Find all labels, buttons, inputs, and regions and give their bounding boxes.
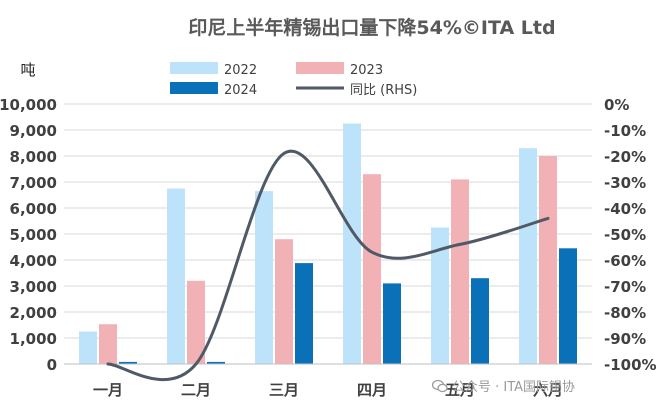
yoy-point-2 [194, 362, 198, 366]
y2-tick-label: -40% [604, 200, 646, 218]
bar-2024-3 [295, 263, 313, 364]
legend-swatch-2023 [296, 62, 344, 74]
y2-tick-label: -10% [604, 122, 646, 140]
y2-tick-label: -20% [604, 148, 646, 166]
y-tick-label: 5,000 [10, 226, 57, 244]
x-tick-label: 六月 [533, 381, 563, 399]
legend-label-2022: 2022 [224, 63, 257, 78]
legend-label-2023: 2023 [350, 63, 383, 78]
x-tick-label: 三月 [269, 381, 299, 399]
y2-tick-label: -50% [604, 226, 646, 244]
bar-2023-6 [539, 156, 557, 364]
bar-2022-3 [255, 191, 273, 364]
y2-tick-label: -70% [604, 278, 646, 296]
y2-tick-label: -60% [604, 252, 646, 270]
legend-label-yoy: 同比 (RHS) [350, 83, 417, 98]
y-tick-label: 8,000 [10, 148, 57, 166]
watermark-text: 公众号 · ITA国际锡协 [452, 380, 576, 395]
x-tick-label: 二月 [181, 381, 211, 399]
y-tick-label: 3,000 [10, 278, 57, 296]
y-tick-label: 6,000 [10, 200, 57, 218]
y2-tick-label: 0% [604, 96, 629, 114]
y2-tick-label: -100% [604, 356, 657, 374]
wechat-icon [432, 379, 448, 392]
yoy-point-3 [282, 152, 286, 155]
x-tick-label: 五月 [445, 381, 475, 399]
bar-2023-5 [451, 179, 469, 364]
chart-title: 印尼上半年精锡出口量下降54%©ITA Ltd [188, 16, 555, 39]
yoy-point-5 [458, 243, 462, 246]
y-tick-label: 1,000 [10, 330, 57, 348]
y2-tick-label: -80% [604, 304, 646, 322]
bar-2022-5 [431, 227, 449, 364]
y-tick-label: 10,000 [0, 96, 57, 114]
yoy-point-6 [546, 217, 550, 220]
y2-tick-label: -30% [604, 174, 646, 192]
bar-2022-4 [343, 123, 361, 364]
bar-2023-3 [275, 239, 293, 364]
legend-swatch-2024 [170, 82, 218, 94]
y-tick-label: 2,000 [10, 304, 57, 322]
bar-2024-6 [559, 248, 577, 364]
x-tick-label: 一月 [93, 381, 123, 399]
legend: 2022 2023 2024 同比 (RHS) [170, 62, 417, 98]
watermark: 公众号 · ITA国际锡协 [432, 376, 575, 395]
y-tick-label: 9,000 [10, 122, 57, 140]
yoy-point-4 [370, 251, 374, 254]
legend-label-2024: 2024 [224, 83, 257, 98]
bar-2022-2 [167, 188, 185, 364]
y2-tick-label: -90% [604, 330, 646, 348]
y-tick-label: 4,000 [10, 252, 57, 270]
y-axis-label: 吨 [20, 61, 35, 79]
x-tick-label: 四月 [357, 381, 387, 399]
bar-2023-2 [187, 280, 205, 364]
yoy-point-1 [106, 362, 110, 366]
bar-2024-4 [383, 283, 401, 364]
bar-2023-1 [99, 324, 117, 364]
y-tick-label: 0 [47, 356, 57, 374]
bar-2024-2 [207, 361, 225, 364]
bar-2022-6 [519, 148, 537, 364]
bar-2024-5 [471, 278, 489, 364]
bar-2024-1 [119, 361, 137, 364]
legend-swatch-2022 [170, 62, 218, 74]
y-tick-label: 7,000 [10, 174, 57, 192]
bar-2023-4 [363, 174, 381, 364]
bar-2022-1 [79, 331, 97, 364]
